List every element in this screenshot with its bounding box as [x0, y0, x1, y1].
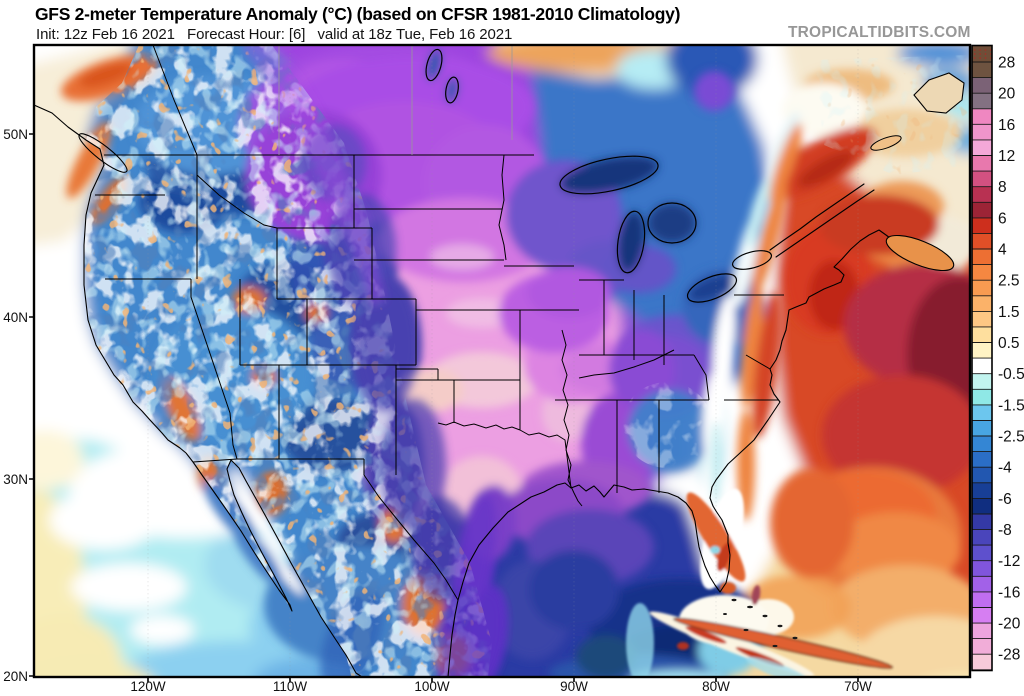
- svg-text:6: 6: [998, 210, 1007, 227]
- svg-text:1.5: 1.5: [998, 304, 1020, 321]
- svg-text:-8: -8: [998, 522, 1012, 539]
- svg-text:-2.5: -2.5: [998, 429, 1024, 446]
- svg-text:-6: -6: [998, 491, 1012, 508]
- svg-text:-4: -4: [998, 460, 1012, 477]
- svg-text:12: 12: [998, 148, 1015, 165]
- svg-text:-28: -28: [998, 647, 1020, 664]
- svg-text:-20: -20: [998, 616, 1021, 633]
- svg-text:4: 4: [998, 242, 1007, 259]
- svg-text:-12: -12: [998, 553, 1020, 570]
- svg-text:0.5: 0.5: [998, 335, 1020, 352]
- svg-text:2.5: 2.5: [998, 273, 1020, 290]
- svg-text:-0.5: -0.5: [998, 366, 1024, 383]
- svg-text:-16: -16: [998, 584, 1020, 601]
- svg-text:16: 16: [998, 117, 1015, 134]
- svg-text:20: 20: [998, 86, 1016, 103]
- svg-text:8: 8: [998, 179, 1007, 196]
- svg-text:28: 28: [998, 55, 1015, 72]
- svg-text:-1.5: -1.5: [998, 397, 1024, 414]
